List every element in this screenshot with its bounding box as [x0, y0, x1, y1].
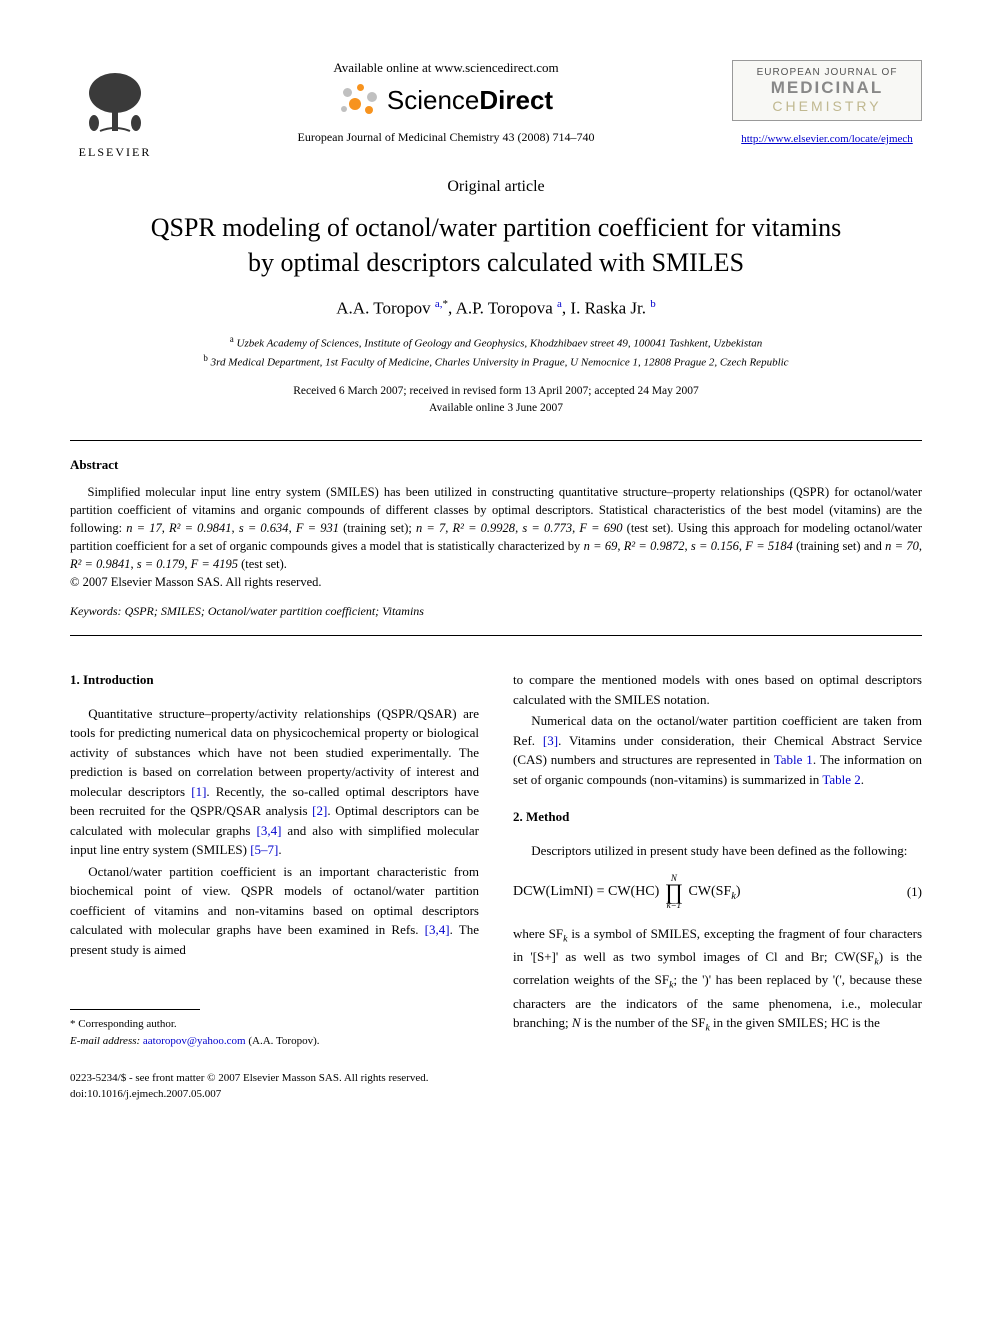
sciencedirect-dots-icon	[339, 84, 379, 116]
journal-title-box: EUROPEAN JOURNAL OF MEDICINAL CHEMISTRY	[732, 60, 922, 121]
authors: A.A. Toropov a,*, A.P. Toropova a, I. Ra…	[70, 298, 922, 319]
prod-lower: k=1	[667, 901, 682, 910]
article-title: QSPR modeling of octanol/water partition…	[70, 210, 922, 280]
dates-line1: Received 6 March 2007; received in revis…	[293, 385, 699, 397]
available-online-text: Available online at www.sciencedirect.co…	[180, 60, 712, 76]
footnotes: * Corresponding author. E-mail address: …	[70, 1016, 479, 1049]
journal-title-line1: EUROPEAN JOURNAL OF	[737, 67, 917, 78]
section-1-heading: 1. Introduction	[70, 670, 479, 690]
email-line: E-mail address: aatoropov@yahoo.com (A.A…	[70, 1033, 479, 1050]
keywords-label: Keywords:	[70, 604, 122, 618]
affiliation-a: Uzbek Academy of Sciences, Institute of …	[237, 338, 763, 350]
rule-bottom	[70, 635, 922, 636]
prod-icon: ∏	[665, 883, 683, 901]
dates-line2: Available online 3 June 2007	[429, 402, 563, 414]
equation-1: DCW(LimNI) = CW(HC) N ∏ k=1 CW(SFk) (1)	[513, 874, 922, 910]
affiliation-b: 3rd Medical Department, 1st Faculty of M…	[211, 357, 789, 369]
footer-line1: 0223-5234/$ - see front matter © 2007 El…	[70, 1071, 428, 1086]
journal-reference: European Journal of Medicinal Chemistry …	[180, 130, 712, 145]
section-2-para-2: where SFk is a symbol of SMILES, excepti…	[513, 924, 922, 1036]
elsevier-logo: ELSEVIER	[70, 60, 160, 160]
corresponding-author: * Corresponding author.	[70, 1016, 479, 1033]
equation-body: DCW(LimNI) = CW(HC) N ∏ k=1 CW(SFk)	[513, 874, 741, 910]
eq-rhs: CW(SFk)	[688, 884, 740, 899]
section-1-para-1: Quantitative structure–property/activity…	[70, 704, 479, 860]
rule-top	[70, 440, 922, 441]
keywords-text: QSPR; SMILES; Octanol/water partition co…	[125, 604, 424, 618]
sd-part1: Science	[387, 85, 480, 115]
journal-logo-box: EUROPEAN JOURNAL OF MEDICINAL CHEMISTRY …	[732, 60, 922, 145]
abstract-copyright: © 2007 Elsevier Masson SAS. All rights r…	[70, 575, 922, 590]
center-header: Available online at www.sciencedirect.co…	[160, 60, 732, 145]
sciencedirect-logo: ScienceDirect	[180, 84, 712, 116]
product-symbol: N ∏ k=1	[665, 874, 683, 910]
affiliations: a Uzbek Academy of Sciences, Institute o…	[70, 333, 922, 371]
email-label: E-mail address:	[70, 1035, 140, 1047]
section-1-para-2: Octanol/water partition coefficient is a…	[70, 862, 479, 960]
email-attribution: (A.A. Toropov).	[248, 1035, 319, 1047]
column-right: to compare the mentioned models with one…	[513, 670, 922, 1049]
footer-doi: doi:10.1016/j.ejmech.2007.05.007	[70, 1087, 428, 1102]
sd-part2: Direct	[479, 85, 553, 115]
eq-lhs: DCW(LimNI) = CW(HC)	[513, 884, 659, 899]
abstract-heading: Abstract	[70, 457, 922, 473]
abstract-text: Simplified molecular input line entry sy…	[70, 483, 922, 574]
page-footer: 0223-5234/$ - see front matter © 2007 El…	[70, 1071, 922, 1102]
keywords: Keywords: QSPR; SMILES; Octanol/water pa…	[70, 604, 922, 619]
journal-homepage-link[interactable]: http://www.elsevier.com/locate/ejmech	[732, 133, 922, 145]
column-left: 1. Introduction Quantitative structure–p…	[70, 670, 479, 1049]
author-email-link[interactable]: aatoropov@yahoo.com	[143, 1035, 246, 1047]
footer-left: 0223-5234/$ - see front matter © 2007 El…	[70, 1071, 428, 1102]
abstract-section: Abstract Simplified molecular input line…	[70, 457, 922, 591]
article-type: Original article	[70, 178, 922, 196]
elsevier-tree-icon	[80, 69, 150, 141]
header: ELSEVIER Available online at www.science…	[70, 60, 922, 160]
journal-title-line2: MEDICINAL	[737, 78, 917, 98]
title-line1: QSPR modeling of octanol/water partition…	[151, 213, 842, 242]
section-2-para-1: Descriptors utilized in present study ha…	[513, 841, 922, 861]
section-2-heading: 2. Method	[513, 807, 922, 827]
elsevier-label: ELSEVIER	[79, 145, 152, 160]
journal-title-line3: CHEMISTRY	[737, 98, 917, 114]
footnote-rule	[70, 1009, 200, 1010]
article-dates: Received 6 March 2007; received in revis…	[70, 383, 922, 418]
title-line2: by optimal descriptors calculated with S…	[248, 248, 744, 277]
col2-para-2: Numerical data on the octanol/water part…	[513, 711, 922, 789]
body-columns: 1. Introduction Quantitative structure–p…	[70, 670, 922, 1049]
equation-number: (1)	[907, 882, 922, 902]
col2-para-1: to compare the mentioned models with one…	[513, 670, 922, 709]
sciencedirect-text: ScienceDirect	[387, 85, 553, 116]
